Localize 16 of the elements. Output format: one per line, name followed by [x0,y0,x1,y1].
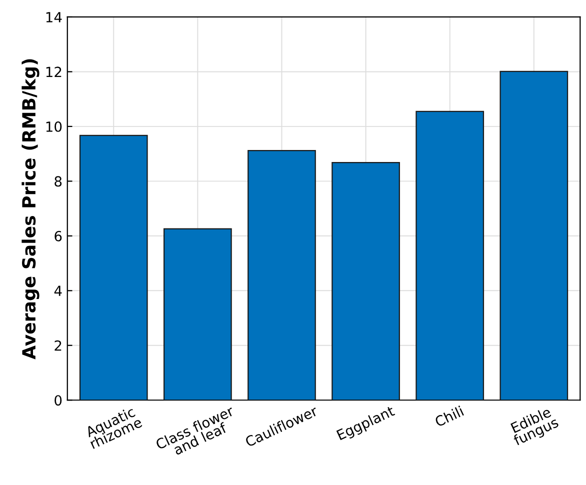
bar [500,70,568,400]
y-tick-label: 0 [54,395,62,406]
bar [79,134,148,400]
x-tick-label: Chili [434,406,464,428]
y-tick-label: 12 [46,66,62,77]
y-tick-label: 2 [54,340,62,351]
y-tick-label: 4 [54,286,62,296]
y-tick-label: 10 [46,121,62,132]
y-tick-label: 14 [46,12,62,22]
bar [248,150,316,400]
bar [332,162,400,400]
bar [416,110,484,400]
y-axis-title: Average Sales Price (RMB/kg) [22,59,40,360]
bar [164,228,232,400]
y-tick-label: 8 [54,176,62,187]
y-tick-label: 6 [54,230,62,242]
